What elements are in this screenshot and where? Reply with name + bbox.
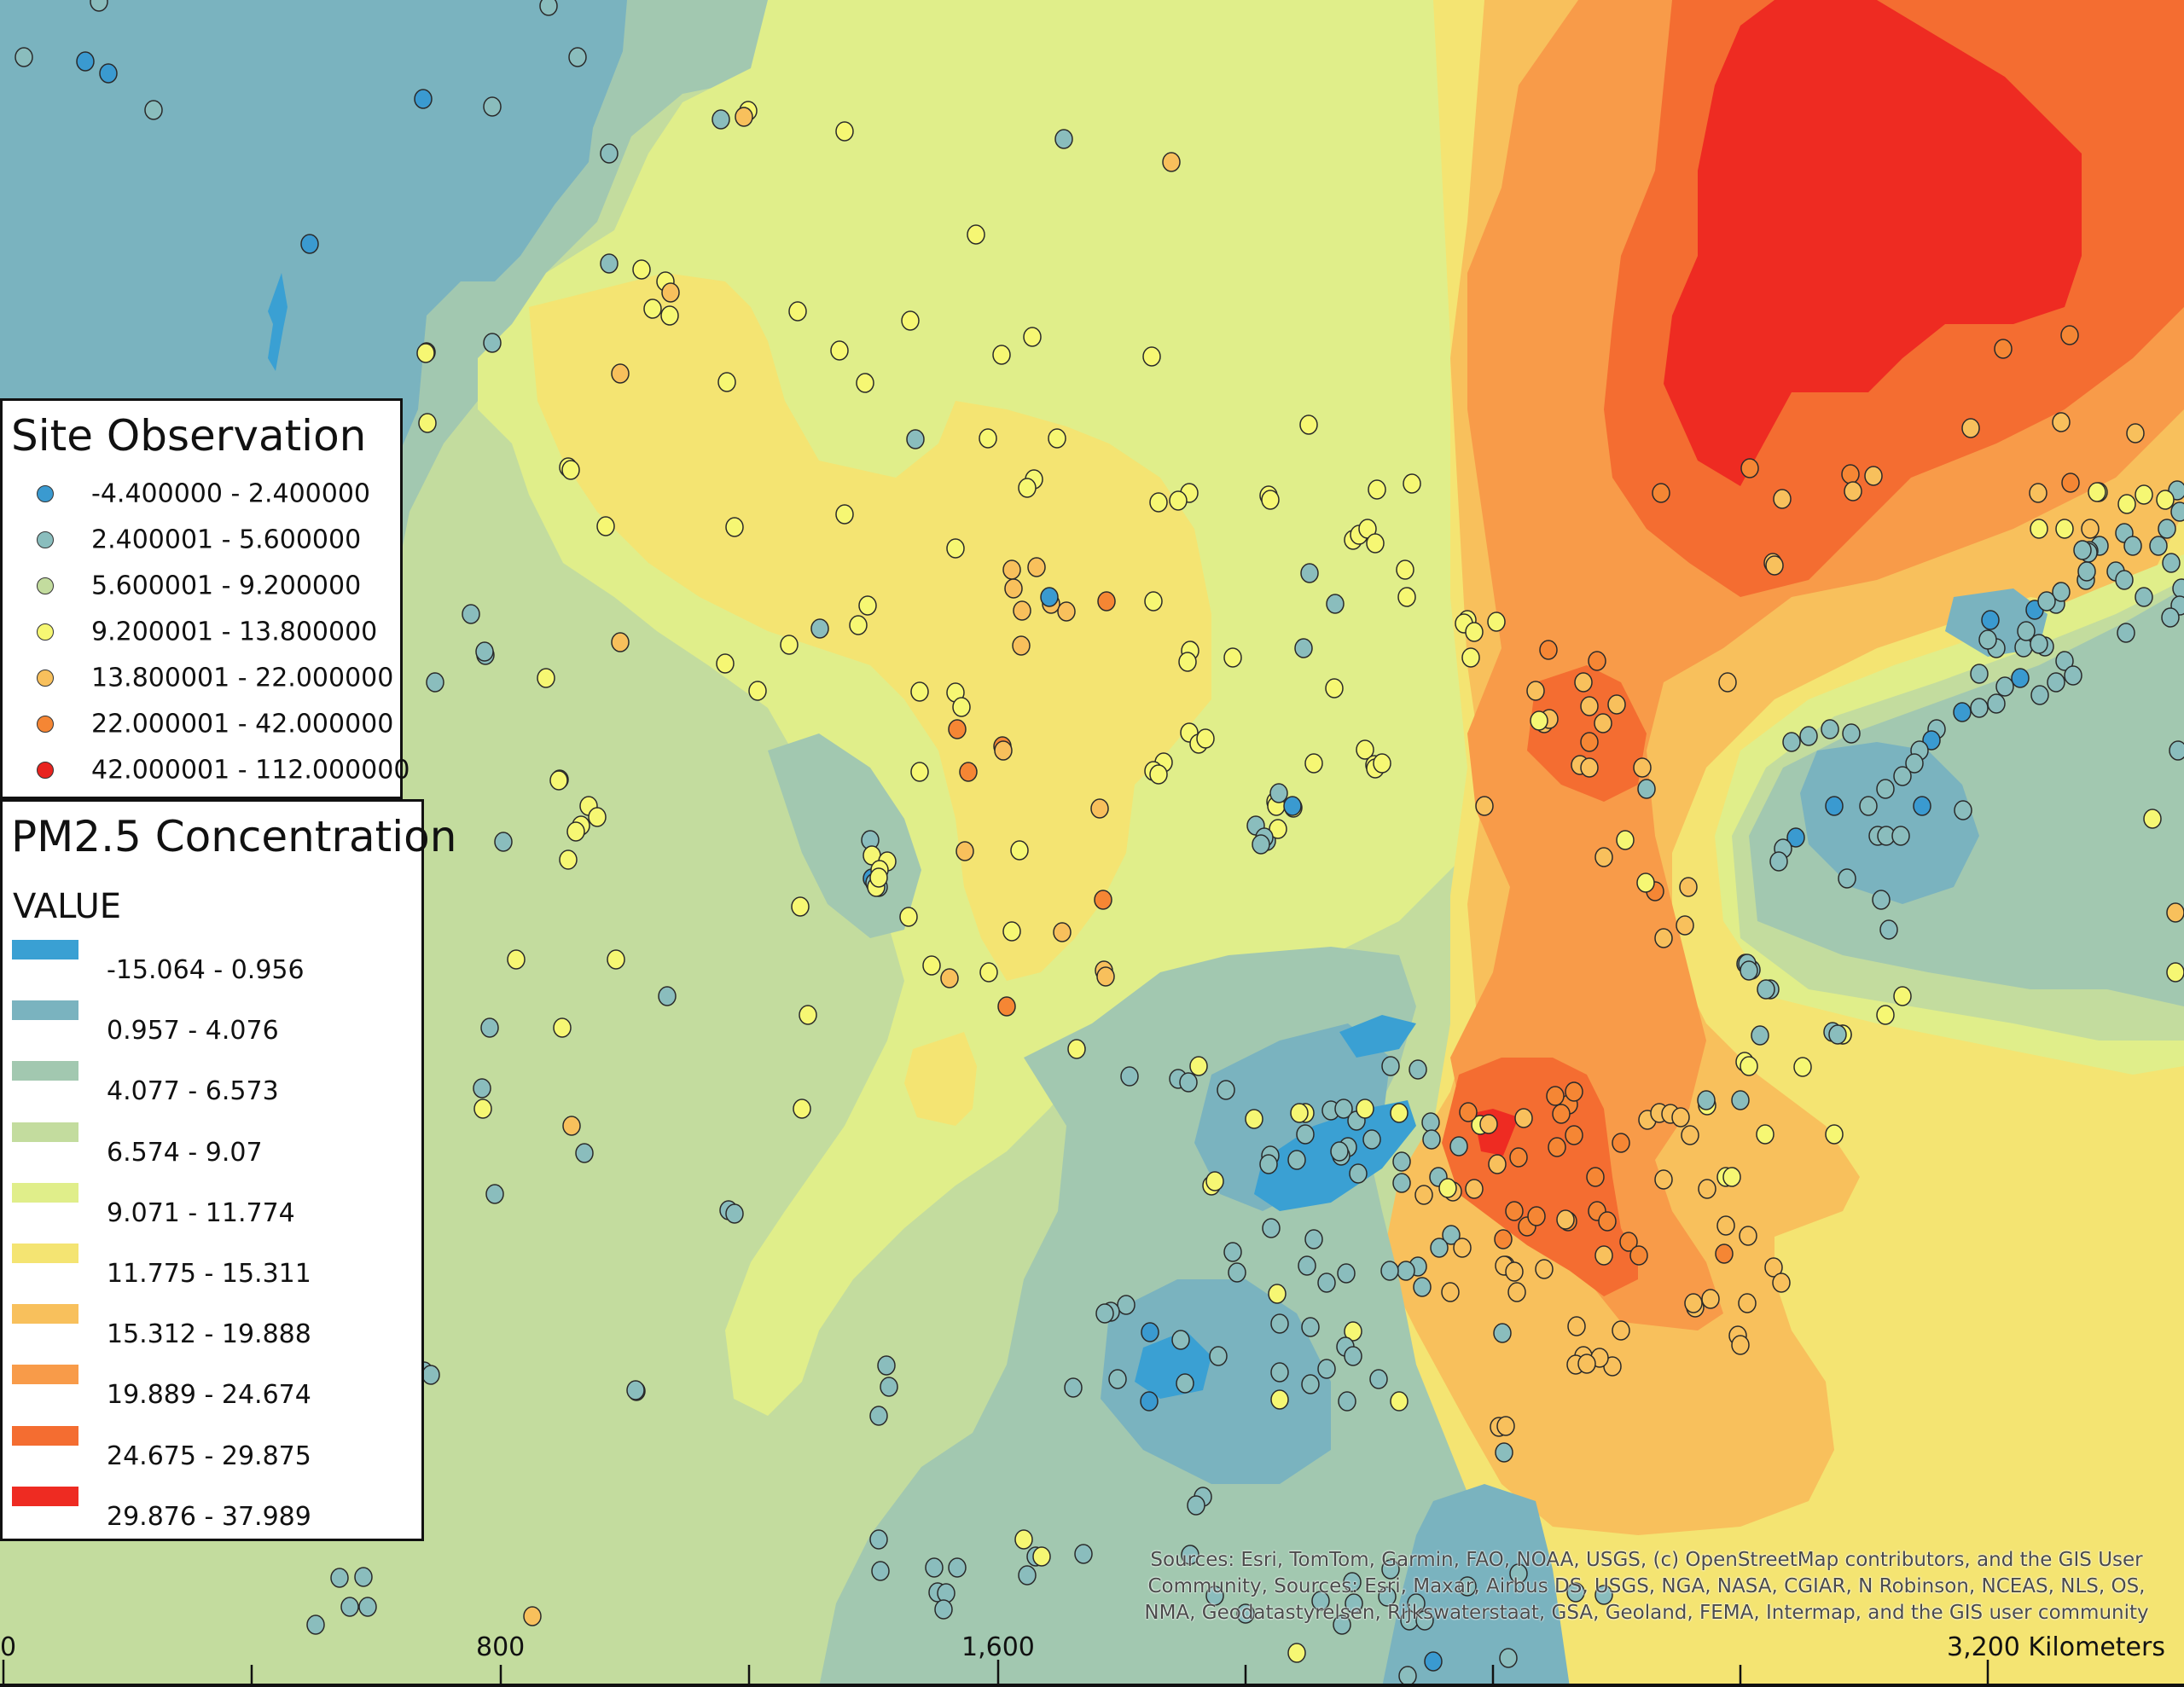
pm-legend-title: PM2.5 Concentration	[11, 812, 457, 861]
site-legend-item: 13.800001 - 22.000000	[3, 655, 400, 701]
site-legend-item: 9.200001 - 13.800000	[3, 609, 400, 655]
scale-bar: 0 800 1,600 3,200 Kilometers	[0, 1620, 2184, 1687]
pm-legend-label: 9.071 - 11.774	[107, 1197, 295, 1228]
site-legend-label: -4.400000 - 2.400000	[91, 478, 371, 509]
pm-legend-label: 19.889 - 24.674	[107, 1380, 311, 1411]
color-swatch-icon	[12, 940, 78, 959]
color-swatch-icon	[12, 1000, 78, 1021]
pm-legend-label: -15.064 - 0.956	[107, 955, 305, 985]
color-swatch-icon	[12, 1304, 78, 1325]
color-swatch-icon	[12, 1425, 78, 1446]
scale-label: 0	[0, 1632, 17, 1662]
pm-legend-label: 15.312 - 19.888	[107, 1319, 311, 1350]
pm-legend-label: 24.675 - 29.875	[107, 1441, 311, 1471]
site-legend-item: 2.400001 - 5.600000	[3, 517, 400, 563]
circle-marker-icon	[37, 762, 54, 779]
color-swatch-icon	[12, 1061, 78, 1081]
pm-legend-item: 24.675 - 29.875	[3, 1425, 421, 1487]
circle-marker-icon	[37, 670, 54, 687]
contour-band-c2-east-pocket	[1800, 742, 1979, 904]
site-legend-item: 42.000001 - 112.000000	[3, 747, 410, 793]
scale-label: 800	[476, 1632, 526, 1662]
circle-marker-icon	[37, 577, 54, 594]
pm-legend-label: 6.574 - 9.07	[107, 1137, 263, 1168]
site-legend-label: 9.200001 - 13.800000	[91, 617, 378, 647]
site-legend-item: 5.600001 - 9.200000	[3, 563, 400, 609]
contour-band-c1-mid-2	[1339, 1015, 1416, 1058]
pm-legend-label: 11.775 - 15.311	[107, 1259, 311, 1289]
site-legend-label: 42.000001 - 112.000000	[91, 755, 410, 786]
pm-legend-item: -15.064 - 0.956	[3, 940, 421, 1000]
site-legend-label: 2.400001 - 5.600000	[91, 525, 362, 555]
site-legend-item: -4.400000 - 2.400000	[3, 471, 400, 517]
contour-band-c10-north	[1664, 0, 2082, 486]
pm-legend-item: 19.889 - 24.674	[3, 1365, 421, 1425]
pm-legend-label: 29.876 - 37.989	[107, 1501, 311, 1532]
pm-legend-item: 6.574 - 9.07	[3, 1122, 421, 1183]
map-attribution: Sources: Esri, TomTom, Garmin, FAO, NOAA…	[1135, 1547, 2158, 1626]
color-swatch-icon	[12, 1244, 78, 1263]
pm-legend-label: 4.077 - 6.573	[107, 1076, 279, 1107]
color-swatch-icon	[12, 1182, 78, 1203]
pm-legend-item: 15.312 - 19.888	[3, 1304, 421, 1365]
pm-legend-item: 0.957 - 4.076	[3, 1000, 421, 1061]
contour-band-c6-central	[529, 273, 1211, 981]
site-legend-label: 22.000001 - 42.000000	[91, 709, 394, 739]
pm-legend-item: 9.071 - 11.774	[3, 1182, 421, 1244]
color-swatch-icon	[12, 1122, 78, 1142]
circle-marker-icon	[37, 485, 54, 502]
pm-legend-item: 4.077 - 6.573	[3, 1061, 421, 1122]
pm25-concentration-legend: PM2.5 Concentration VALUE -15.064 - 0.95…	[0, 799, 456, 1541]
contour-band-c6-blob	[904, 1032, 977, 1126]
site-legend-item: 22.000001 - 42.000000	[3, 701, 400, 747]
attribution-line-1: Sources: Esri, TomTom, Garmin, FAO, NOAA…	[1150, 1549, 2143, 1571]
pm-legend-field-label: VALUE	[13, 887, 122, 926]
site-legend-label: 5.600001 - 9.200000	[91, 571, 362, 601]
circle-marker-icon	[37, 716, 54, 733]
scale-label: 1,600	[961, 1632, 1035, 1662]
contour-c1-lake	[268, 273, 288, 371]
pm-legend-item: 11.775 - 15.311	[3, 1244, 421, 1304]
attribution-line-3: NMA, Geodatastyrelsen, Rijkswaterstaat, …	[1144, 1602, 2149, 1624]
pm-legend-item: 29.876 - 37.989	[3, 1486, 421, 1547]
color-swatch-icon	[12, 1365, 78, 1385]
scale-label: 3,200 Kilometers	[1947, 1632, 2165, 1662]
site-observation-legend: Site Observation -4.400000 - 2.400000 2.4…	[0, 398, 410, 799]
site-legend-label: 13.800001 - 22.000000	[91, 663, 394, 693]
pm-legend-label: 0.957 - 4.076	[107, 1016, 279, 1046]
attribution-line-2: Community, Sources: Esri, Maxar, Airbus …	[1147, 1575, 2146, 1597]
site-legend-title: Site Observation	[11, 411, 367, 461]
color-swatch-icon	[12, 1486, 78, 1506]
circle-marker-icon	[37, 531, 54, 548]
circle-marker-icon	[37, 623, 54, 641]
